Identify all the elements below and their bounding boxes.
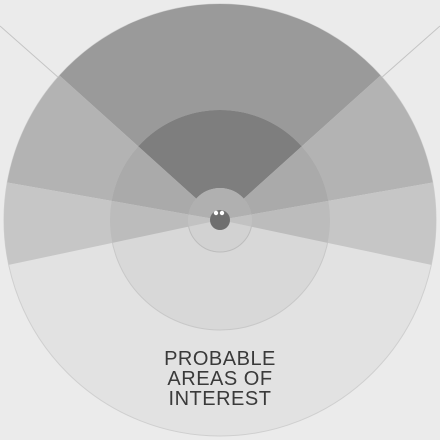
wedge-top-mid [138,109,302,199]
wedge-right-band-outer [327,182,436,265]
caption-line-1: PROBABLE [164,348,276,370]
wedge-top-outer [59,4,381,147]
caption-line-3: INTEREST [168,388,272,410]
wedge-center-left [188,214,213,227]
wedge-left-band-outer [4,182,113,265]
wedge-upper-left-outer [7,75,139,201]
right-eye-dot [219,210,225,216]
diagram-caption: PROBABLE AREAS OF INTEREST [0,349,440,409]
wedges-center [188,187,252,227]
wedge-upper-right-mid [243,146,329,215]
wedges-mid [109,109,330,243]
caption-line-2: AREAS OF [167,368,273,390]
wedge-left-band-mid [109,200,189,243]
wedge-right-band-mid [251,200,330,243]
wedges-outer [4,4,436,265]
wedge-center-top [188,187,252,219]
wedge-center-right [227,214,252,227]
left-eye-dot [213,210,219,216]
wedge-upper-left-mid [111,146,197,215]
observer-head [210,210,230,230]
wedge-upper-right-outer [301,75,433,201]
